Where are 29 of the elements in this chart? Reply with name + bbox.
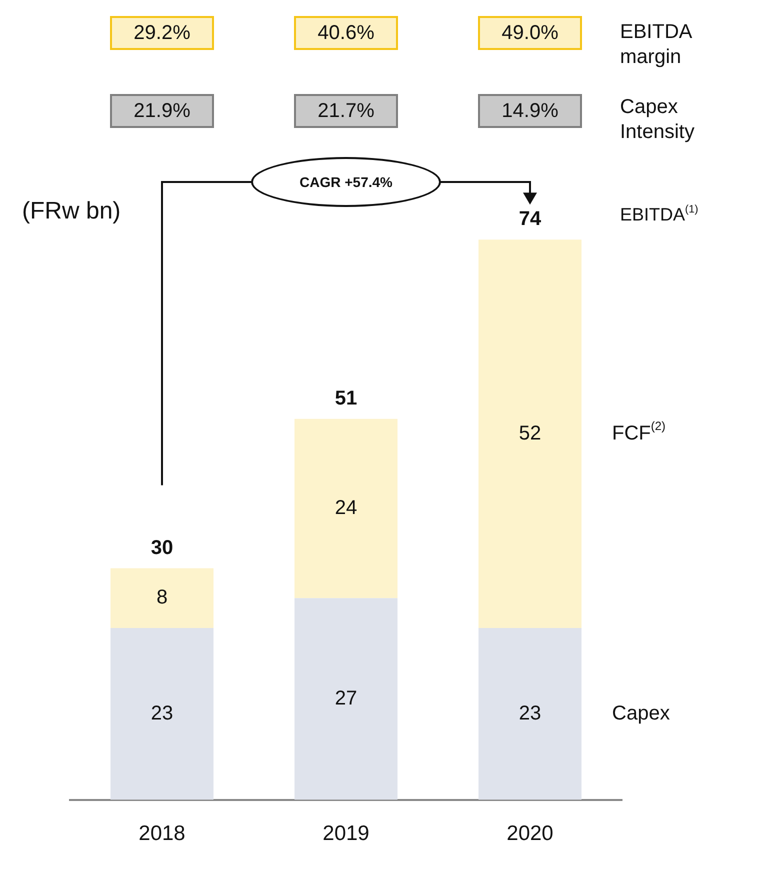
x-tick-label: 2018 <box>138 822 186 846</box>
total-label: 51 <box>334 387 358 410</box>
bar <box>294 598 398 800</box>
bar <box>110 628 214 800</box>
data-label: 23 <box>518 702 542 724</box>
text: 21.9% <box>110 94 214 128</box>
data-label: 23 <box>150 702 174 724</box>
text: 14.9% <box>478 94 582 128</box>
data-label: 24 <box>334 497 358 520</box>
bar <box>478 240 582 628</box>
text: Capex Intensity <box>620 95 696 145</box>
text: 40.6% <box>294 16 398 50</box>
x-tick-label: 2019 <box>322 822 370 846</box>
bar <box>478 628 582 800</box>
text: 21.7% <box>294 94 398 128</box>
text: 49.0% <box>478 16 582 50</box>
data-label: 27 <box>334 687 358 710</box>
data-label: 52 <box>518 422 542 444</box>
oval-frame: CAGR +57.4% <box>251 157 441 207</box>
text: EBITDA margin <box>620 20 693 70</box>
bar <box>110 568 214 628</box>
text: 29.2% <box>110 16 214 50</box>
text: (FRw bn) <box>22 198 121 225</box>
x-tick-label: 2020 <box>506 822 554 846</box>
bar <box>294 418 398 598</box>
total-label: 30 <box>150 536 174 559</box>
data-label: 8 <box>156 586 168 609</box>
series-label: Capex <box>612 702 670 724</box>
total-label: 74 <box>518 208 542 230</box>
